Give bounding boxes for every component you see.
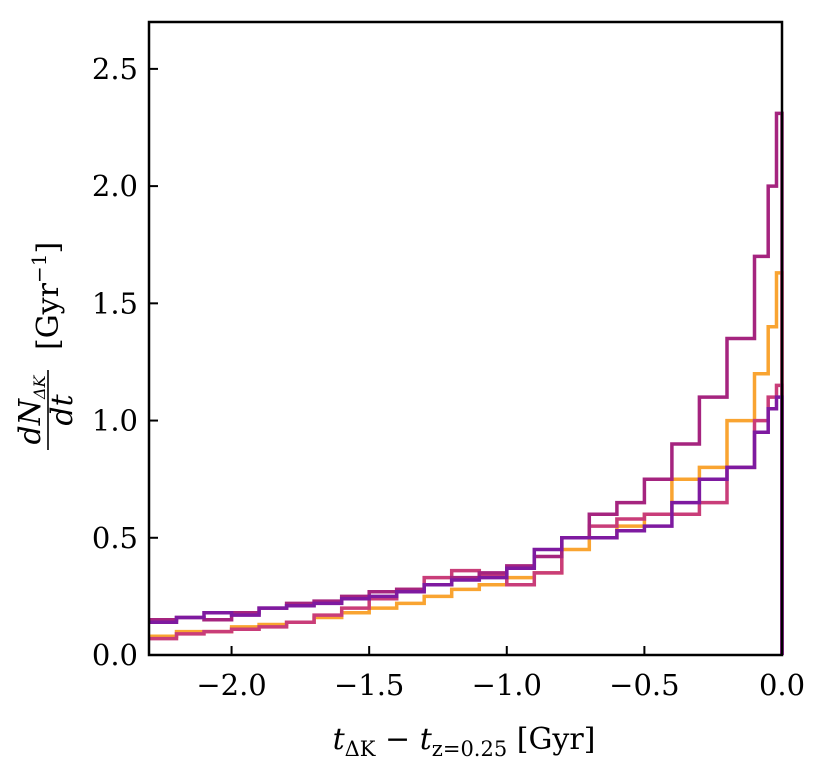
x-tick-label: −1.0: [472, 668, 542, 702]
y-axis: 0.0 0.5 1.0 1.5 2.0 2.5: [92, 52, 158, 672]
series-line-3: [149, 111, 784, 655]
x-axis: −2.0 −1.5 −1.0 −0.5 0.0: [196, 646, 805, 702]
series-line-1: [149, 271, 784, 655]
x-axis-label-base2: t: [420, 722, 433, 757]
y-tick-label: 2.5: [92, 52, 138, 86]
x-axis-label-minus: −: [376, 722, 420, 757]
series-line-4: [149, 395, 784, 655]
x-tick-label: −2.0: [196, 668, 266, 702]
x-tick-label: −1.5: [334, 668, 404, 702]
y-tick-label: 0.5: [92, 521, 138, 555]
x-axis-label-base: t: [333, 722, 346, 757]
y-axis-label: dNΔK dt [Gyr−1]: [13, 242, 80, 450]
y-tick-label: 1.5: [92, 286, 138, 320]
x-axis-label: tΔK − tz=0.25 [Gyr]: [333, 722, 596, 761]
plot-frame: [147, 20, 784, 657]
y-axis-label-unit: [Gyr−1]: [27, 242, 66, 350]
y-tick-label: 0.0: [92, 638, 138, 672]
x-axis-label-sub2: z=0.25: [432, 737, 507, 761]
x-tick-label: −0.5: [609, 668, 679, 702]
y-tick-label: 1.0: [92, 404, 138, 438]
series-layer: [149, 111, 784, 655]
y-axis-label-denominator: dt: [45, 393, 80, 425]
x-tick-label: 0.0: [759, 668, 805, 702]
y-axis-label-numerator: dNΔK: [13, 374, 49, 444]
x-axis-label-unit: [Gyr]: [507, 722, 595, 757]
y-tick-label: 2.0: [92, 169, 138, 203]
x-axis-label-sub1: ΔK: [345, 737, 376, 761]
